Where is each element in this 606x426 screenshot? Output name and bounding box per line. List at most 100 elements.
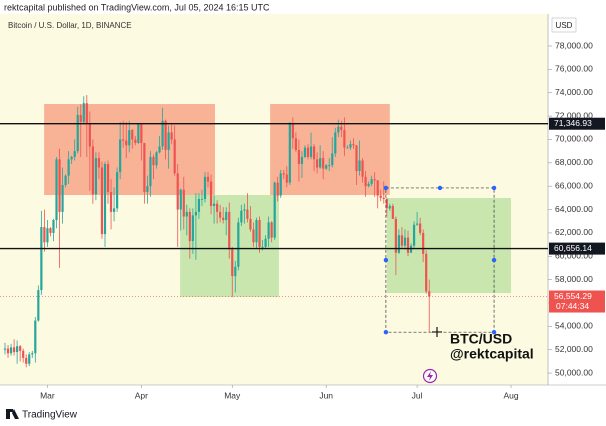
candle-body xyxy=(158,146,161,153)
candle-body xyxy=(46,228,49,243)
candle-body xyxy=(200,199,204,200)
candle-body xyxy=(234,266,237,277)
candle-body xyxy=(337,126,340,133)
candle-body xyxy=(231,249,234,277)
candle-body xyxy=(300,156,304,164)
candle-body xyxy=(355,145,358,171)
candle-body xyxy=(185,211,188,217)
x-tick-label: May xyxy=(224,390,241,400)
candle-body xyxy=(55,159,58,221)
candle-body xyxy=(252,229,255,243)
candle-body xyxy=(391,206,394,219)
candle-body xyxy=(382,197,385,200)
candle-body xyxy=(22,350,25,358)
candle-body xyxy=(16,346,19,353)
candle-body xyxy=(340,126,343,131)
candle-body xyxy=(225,211,228,221)
candle-body xyxy=(343,130,346,148)
candle-body xyxy=(316,159,319,168)
candle-body xyxy=(255,220,258,243)
candle-body xyxy=(191,215,194,242)
y-tick-label: 50,000.00 xyxy=(555,367,593,377)
candle-body xyxy=(358,160,361,171)
candle-body xyxy=(334,132,337,154)
candle-body xyxy=(279,173,282,196)
level-label-box xyxy=(549,242,605,255)
candle-body xyxy=(246,209,249,219)
candle-body xyxy=(425,253,428,292)
candle-body xyxy=(267,222,270,239)
candle-body xyxy=(322,158,325,169)
x-tick-label: Jun xyxy=(319,390,333,400)
candle-body xyxy=(364,176,367,187)
candle-body xyxy=(167,132,170,150)
candle-body xyxy=(291,123,294,139)
candle-body xyxy=(264,238,267,247)
y-tick-label: 52,000.00 xyxy=(555,344,593,354)
candle-body xyxy=(303,147,307,157)
candle-body xyxy=(370,179,373,184)
footer-logo xyxy=(6,409,19,419)
x-tick-label: Jul xyxy=(412,390,423,400)
candle-body xyxy=(58,159,61,212)
candle-body xyxy=(240,210,243,223)
projection-handle xyxy=(491,257,497,263)
candle-body xyxy=(125,140,128,146)
candle-body xyxy=(188,211,191,242)
y-tick-label: 66,000.00 xyxy=(555,180,593,190)
candle-body xyxy=(306,147,310,157)
projection-handle xyxy=(383,330,389,335)
candle-body xyxy=(128,130,131,146)
candle-body xyxy=(197,199,201,212)
y-tick-label: 64,000.00 xyxy=(555,204,593,214)
candle-body xyxy=(149,156,152,187)
candle-body xyxy=(179,189,182,210)
candle-body xyxy=(3,348,7,350)
event-icon-bolt xyxy=(427,371,433,381)
x-tick-label: Apr xyxy=(135,390,148,400)
candle-body xyxy=(282,173,285,175)
x-tick-label: Aug xyxy=(503,390,518,400)
candle-body xyxy=(349,144,352,148)
candle-body xyxy=(270,222,273,238)
candle-body xyxy=(116,172,119,209)
candle-body xyxy=(222,217,225,221)
candle-body xyxy=(79,114,82,122)
level-label: 71,346.93 xyxy=(554,118,592,128)
candle-body xyxy=(261,246,264,248)
candle-body xyxy=(394,218,397,253)
candle-body xyxy=(206,176,210,182)
candle-body xyxy=(212,203,216,207)
candle-body xyxy=(249,218,252,230)
candle-body xyxy=(397,235,401,253)
candle-body xyxy=(88,123,91,147)
candle-body xyxy=(97,158,101,168)
candle-body xyxy=(406,237,410,253)
candle-body xyxy=(419,223,422,233)
candle-body xyxy=(219,211,222,218)
candle-body xyxy=(297,149,301,164)
candle-body xyxy=(312,146,316,160)
candle-body xyxy=(376,180,379,196)
header: rektcapital published on TradingView.com… xyxy=(4,2,270,12)
candle-body xyxy=(19,346,22,351)
candle-body xyxy=(319,158,322,168)
candle-body xyxy=(131,130,134,140)
candle-body xyxy=(94,158,98,195)
candle-body xyxy=(122,139,125,141)
x-tick-label: Mar xyxy=(40,390,55,400)
candle-body xyxy=(367,183,370,187)
projection-handle xyxy=(491,330,497,335)
candle-body xyxy=(379,195,382,198)
candle-body xyxy=(412,224,416,246)
candle-body xyxy=(82,103,85,122)
y-tick-label: 54,000.00 xyxy=(555,321,593,331)
annotation-line: BTC/USD xyxy=(450,331,512,347)
candle-body xyxy=(161,120,164,147)
candle-body xyxy=(52,220,55,233)
candle-body xyxy=(64,175,67,186)
last-price-label: 56,554.29 xyxy=(554,291,592,301)
y-tick-label: 58,000.00 xyxy=(555,274,593,284)
